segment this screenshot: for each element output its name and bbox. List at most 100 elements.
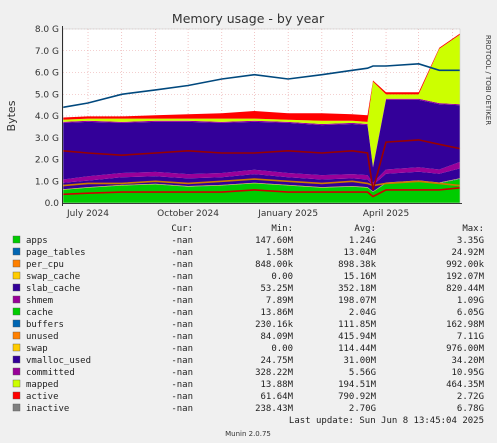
y-tick-label: 8.0 G <box>35 25 59 35</box>
legend-name: active <box>26 392 59 402</box>
legend-name: inactive <box>26 404 69 414</box>
legend-avg: 415.94M <box>338 332 377 342</box>
legend-max: 10.95G <box>451 368 484 378</box>
legend-min: 147.60M <box>255 236 294 246</box>
plot-frame <box>62 28 461 204</box>
legend-min: 53.25M <box>260 284 293 294</box>
legend: Cur: Min: Avg: Max: apps -nan 147.60M 1.24G… <box>12 224 485 414</box>
legend-swatch-per-cpu <box>12 259 21 268</box>
legend-max: 6.05G <box>457 308 484 318</box>
legend-min: 848.00k <box>255 260 294 270</box>
legend-swatch-page-tables <box>12 247 21 256</box>
y-tick-label: 0.0 <box>45 199 60 209</box>
legend-header-min: Min: <box>271 224 293 234</box>
y-tick-label: 5.0 G <box>35 90 59 100</box>
x-tick-label: January 2025 <box>257 209 318 219</box>
legend-min: 24.75M <box>260 356 293 366</box>
legend-header-avg: Avg: <box>354 224 376 234</box>
legend-swatch-cache <box>12 307 21 316</box>
legend-cur: -nan <box>171 404 193 414</box>
legend-avg: 15.16M <box>343 272 376 282</box>
legend-min: 7.89M <box>266 296 294 306</box>
legend-max: 2.72G <box>457 392 484 402</box>
legend-swatch-unused <box>12 331 21 340</box>
legend-swatch-active <box>12 391 21 400</box>
legend-max: 992.00k <box>446 260 485 270</box>
legend-max: 464.35M <box>446 380 485 390</box>
y-tick-label: 4.0 G <box>35 112 59 122</box>
legend-avg: 194.51M <box>338 380 377 390</box>
y-tick-label: 2.0 G <box>35 156 59 166</box>
legend-avg: 1.24G <box>349 236 376 246</box>
area-cache <box>63 99 460 183</box>
legend-min: 328.22M <box>255 368 294 378</box>
y-tick-label: 7.0 G <box>35 47 59 57</box>
legend-swatch-committed <box>12 367 21 376</box>
x-tick-label: April 2025 <box>363 209 409 219</box>
legend-name: shmem <box>26 296 53 306</box>
legend-avg: 198.07M <box>338 296 377 306</box>
line-committed <box>62 62 460 109</box>
legend-swatch-inactive <box>12 403 21 412</box>
legend-min: 61.64M <box>260 392 293 402</box>
legend-swatch-vmalloc-used <box>12 355 21 364</box>
line-active <box>62 178 461 187</box>
munin-version: Munin 2.0.75 <box>225 430 271 438</box>
axis-ticks: 0.0 1.0 G 2.0 G 3.0 G 4.0 G 5.0 G 6.0 G 7.0 G 8.… <box>35 25 409 219</box>
x-tick-label: October 2024 <box>157 209 219 219</box>
legend-cur: -nan <box>171 260 193 270</box>
legend-name: buffers <box>26 320 64 330</box>
legend-cur: -nan <box>171 272 193 282</box>
legend-max: 34.20M <box>451 356 484 366</box>
legend-name: apps <box>26 236 48 246</box>
legend-max: 976.00M <box>446 344 485 354</box>
line-inactive <box>62 139 461 191</box>
legend-avg: 111.85M <box>338 320 377 330</box>
legend-swatch-buffers <box>12 319 21 328</box>
legend-name: slab_cache <box>26 284 80 294</box>
legend-name: committed <box>26 368 75 378</box>
legend-cur: -nan <box>171 344 193 354</box>
legend-header-max: Max: <box>462 224 484 234</box>
legend-max: 162.98M <box>446 320 485 330</box>
legend-name: page_tables <box>26 248 86 258</box>
legend-name: swap_cache <box>26 272 80 282</box>
legend-cur: -nan <box>171 332 193 342</box>
legend-name: unused <box>26 332 59 342</box>
legend-max: 24.92M <box>451 248 484 258</box>
legend-min: 238.43M <box>255 404 294 414</box>
legend-cur: -nan <box>171 380 193 390</box>
legend-swatch-apps <box>12 235 21 244</box>
legend-cur: -nan <box>171 296 193 306</box>
chart-title: Memory usage - by year <box>172 11 325 26</box>
legend-max: 820.44M <box>446 284 485 294</box>
legend-min: 84.09M <box>260 332 293 342</box>
legend-cur: -nan <box>171 392 193 402</box>
legend-max: 6.78G <box>457 404 484 414</box>
y-tick-label: 3.0 G <box>35 134 59 144</box>
legend-max: 3.35G <box>457 236 484 246</box>
legend-cur: -nan <box>171 308 193 318</box>
legend-avg: 31.00M <box>343 356 376 366</box>
legend-min: 1.58M <box>266 248 294 258</box>
legend-avg: 5.56G <box>349 368 376 378</box>
y-axis-label: Bytes <box>5 100 18 131</box>
legend-min: 13.88M <box>260 380 293 390</box>
y-tick-label: 6.0 G <box>35 69 59 79</box>
legend-swatch-slab-cache <box>12 283 21 292</box>
legend-max: 7.11G <box>457 332 484 342</box>
legend-cur: -nan <box>171 236 193 246</box>
legend-avg: 114.44M <box>338 344 377 354</box>
legend-name: mapped <box>26 380 59 390</box>
legend-name: swap <box>26 344 48 354</box>
legend-cur: -nan <box>171 320 193 330</box>
legend-header-cur: Cur: <box>171 224 193 234</box>
legend-swatch-shmem <box>12 295 21 304</box>
x-tick-label: July 2024 <box>66 209 109 219</box>
legend-min: 0.00 <box>271 272 293 282</box>
legend-cur: -nan <box>171 368 193 378</box>
legend-swatch-swap <box>12 343 21 352</box>
legend-swatch-mapped <box>12 379 21 388</box>
legend-avg: 13.04M <box>343 248 376 258</box>
